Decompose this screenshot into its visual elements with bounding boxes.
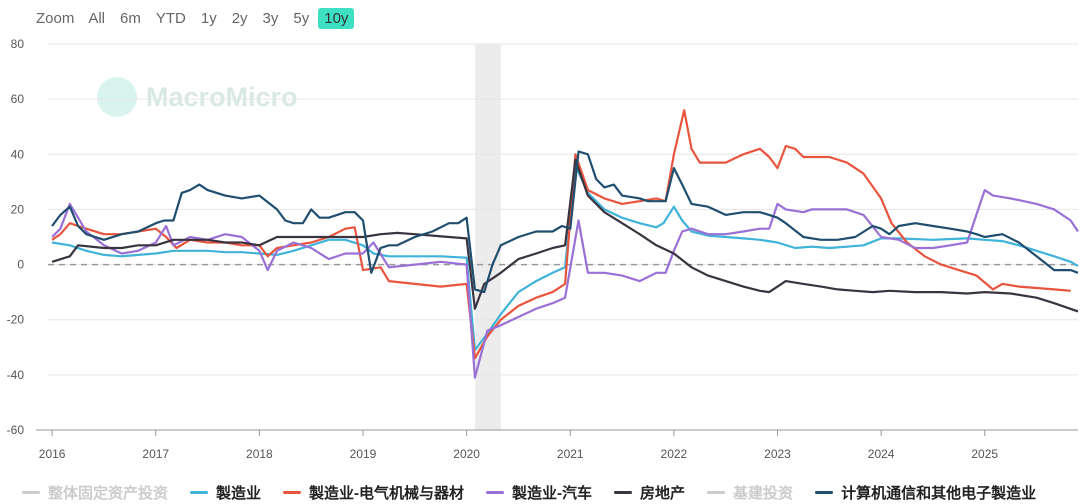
legend-item-automobile[interactable]: 製造业-汽车 [486,482,592,503]
x-tick-label: 2021 [557,447,584,461]
chart-legend: 整体固定资产投资 製造业 製造业-电气机械与器材 製造业-汽车 房地产 基建投资… [22,482,1058,503]
y-tick-label: -40 [7,368,25,382]
zoom-bar: Zoom All 6m YTD 1y 2y 3y 5y 10y [36,6,357,30]
legend-label: 房地产 [640,485,686,502]
zoom-button-1y[interactable]: 1y [200,9,217,27]
x-tick-label: 2024 [868,447,895,461]
zoom-button-2y[interactable]: 2y [231,9,248,27]
zoom-button-5y[interactable]: 5y [293,9,310,27]
legend-item-manufacturing[interactable]: 製造业 [190,482,261,503]
legend-swatch [22,491,40,494]
legend-swatch [815,491,834,494]
x-tick-label: 2023 [764,447,791,461]
x-tick-label: 2025 [971,447,998,461]
y-tick-label: 60 [11,92,25,106]
series-line-3 [51,189,1079,379]
zoom-button-6m[interactable]: 6m [120,9,141,27]
x-tick-label: 2017 [142,447,169,461]
x-tick-label: 2022 [661,447,688,461]
watermark-text: MacroMicro [146,82,298,112]
x-tick-label: 2020 [453,447,480,461]
legend-label: 製造业-电气机械与器材 [309,485,465,502]
legend-label: 基建投资 [733,485,794,502]
legend-swatch [707,491,726,494]
legend-label: 製造业-汽车 [512,485,593,502]
watermark-icon [97,77,137,117]
legend-item-infrastructure[interactable]: 基建投资 [707,482,793,503]
legend-item-real-estate[interactable]: 房地产 [614,482,685,503]
legend-swatch [614,491,633,494]
legend-item-electronics[interactable]: 计算机通信和其他电子製造业 [815,482,1036,503]
legend-label: 整体固定资产投资 [48,485,169,502]
y-tick-label: 0 [17,258,24,272]
legend-item-fixed-asset-investment[interactable]: 整体固定资产投资 [22,482,168,503]
legend-swatch [486,491,505,494]
zoom-button-10y[interactable]: 10y [318,7,355,29]
legend-label: 计算机通信和其他电子製造业 [841,485,1037,502]
y-tick-label: 20 [11,202,25,216]
legend-swatch [283,491,302,494]
legend-swatch [190,491,209,494]
y-tick-label: 80 [11,37,25,51]
y-tick-label: 40 [11,147,25,161]
x-tick-label: 2018 [246,447,273,461]
series-line-1 [51,164,1079,352]
x-tick-label: 2016 [39,447,66,461]
shaded-recession-band [474,44,501,430]
series-line-2 [51,109,1071,360]
y-tick-label: -60 [7,423,25,437]
line-chart: MacroMicro 80 60 40 20 0 -20 -40 -60 2016 2017 2018… [7,37,1079,461]
zoom-button-3y[interactable]: 3y [262,9,279,27]
legend-label: 製造业 [216,485,262,502]
watermark-logo: MacroMicro [97,77,298,117]
legend-item-electrical-machinery[interactable]: 製造业-电气机械与器材 [283,482,464,503]
y-tick-label: -20 [7,313,25,327]
zoom-button-all[interactable]: All [88,9,106,27]
series-line-6 [51,150,1079,294]
zoom-label: Zoom [36,9,75,27]
series-line-4 [51,158,1079,313]
zoom-button-ytd[interactable]: YTD [155,9,186,27]
x-tick-label: 2019 [350,447,377,461]
